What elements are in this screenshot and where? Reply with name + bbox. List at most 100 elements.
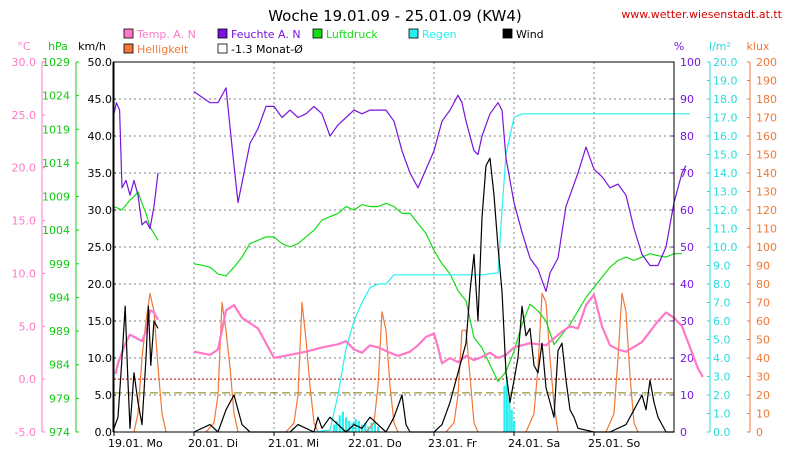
tick-label: 1029	[42, 56, 70, 69]
legend-swatch	[217, 43, 228, 54]
tick-label: 17.0	[713, 112, 738, 125]
x-tick-label: 23.01. Fr	[428, 437, 477, 450]
chart-title: Woche 19.01.09 - 25.01.09 (KW4)	[268, 7, 522, 25]
tick-label: 18.0	[713, 93, 738, 106]
tick-label: 9.0	[713, 260, 731, 273]
tick-label: 70	[756, 297, 770, 310]
rain-bar	[335, 420, 338, 432]
rain-bar	[508, 398, 511, 432]
tick-label: 13.0	[713, 186, 738, 199]
rain-bar	[364, 422, 367, 432]
tick-label: 180	[756, 93, 777, 106]
series-line	[193, 87, 687, 292]
tick-label: 3.0	[713, 371, 731, 384]
series-line	[285, 301, 319, 433]
tick-label: 20	[680, 352, 694, 365]
tick-label: 15.0	[713, 149, 738, 162]
axis-unit-label: %	[674, 40, 684, 53]
tick-label: 190	[756, 75, 777, 88]
tick-label: 160	[756, 130, 777, 143]
series-line	[113, 305, 159, 429]
tick-label: 200	[756, 56, 777, 69]
series-line	[113, 102, 159, 230]
legend-swatch	[502, 28, 513, 39]
legend-label: Regen	[422, 28, 457, 41]
rain-bar	[351, 422, 354, 432]
tick-label: 25.0	[12, 109, 37, 122]
tick-label: 40.0	[88, 130, 113, 143]
rain-bar	[513, 420, 516, 432]
tick-label: 12.0	[713, 204, 738, 217]
tick-label: 1024	[42, 90, 70, 103]
axis-unit-label: hPa	[48, 40, 68, 53]
tick-label: 30.0	[12, 56, 37, 69]
axis-unit-label: klux	[747, 40, 770, 53]
series-line	[605, 292, 639, 433]
rain-bar	[338, 415, 341, 432]
tick-label: 150	[756, 149, 777, 162]
rain-bar	[345, 417, 348, 432]
tick-label: 0	[756, 426, 763, 439]
x-tick-label: 25.01. So	[588, 437, 640, 450]
tick-label: 45.0	[88, 93, 113, 106]
series-line	[113, 191, 159, 241]
rain-bar	[348, 420, 351, 432]
tick-label: 15.0	[88, 315, 113, 328]
rain-bar	[370, 422, 373, 432]
tick-label: 50	[680, 241, 694, 254]
tick-label: 1.0	[713, 408, 731, 421]
tick-label: 10	[680, 389, 694, 402]
tick-label: 1004	[42, 224, 70, 237]
tick-label: 0	[680, 426, 687, 439]
tick-label: 1019	[42, 123, 70, 136]
tick-label: 90	[680, 93, 694, 106]
rain-bar	[333, 424, 336, 432]
tick-label: 0.0	[713, 426, 731, 439]
legend: Temp. A. N Feuchte A. N Luftdruck Regen Wind…	[123, 28, 544, 56]
tick-label: 40	[680, 278, 694, 291]
tick-label: 20	[756, 389, 770, 402]
tick-label: 15.0	[12, 215, 37, 228]
series-line	[313, 113, 690, 433]
axis-unit-label: °C	[17, 40, 31, 53]
series-line	[525, 292, 559, 433]
rain-bar	[341, 411, 344, 432]
axis-unit-label: km/h	[78, 40, 106, 53]
tick-label: 20.0	[713, 56, 738, 69]
tick-label: 100	[756, 241, 777, 254]
legend-label: -1.3 Monat-Ø	[231, 43, 303, 56]
rain-bar	[510, 409, 513, 432]
tick-label: 100	[680, 56, 701, 69]
x-tick-label: 19.01. Mo	[108, 437, 163, 450]
tick-label: 10	[756, 408, 770, 421]
tick-label: 20.0	[88, 278, 113, 291]
tick-label: 80	[680, 130, 694, 143]
series-line	[193, 293, 704, 378]
x-tick-label: 20.01. Di	[188, 437, 238, 450]
tick-label: 6.0	[713, 315, 731, 328]
axis-unit-label: l/m²	[709, 40, 731, 53]
tick-label: 140	[756, 167, 777, 180]
tick-label: 60	[756, 315, 770, 328]
legend-swatch	[408, 28, 419, 39]
tick-label: 10.0	[12, 267, 37, 280]
tick-label: 8.0	[713, 278, 731, 291]
tick-label: 979	[49, 392, 70, 405]
tick-label: 30	[680, 315, 694, 328]
tick-label: 2.0	[713, 389, 731, 402]
rain-bar	[503, 385, 506, 432]
tick-label: 60	[680, 204, 694, 217]
axis-titles: °C hPa km/h% l/m² klux	[17, 40, 770, 53]
tick-label: 0.0	[19, 373, 37, 386]
tick-label: 80	[756, 278, 770, 291]
reference-lines	[114, 378, 674, 394]
tick-label: 989	[49, 325, 70, 338]
tick-label: 50	[756, 334, 770, 347]
tick-label: 90	[756, 260, 770, 273]
tick-label: 5.0	[713, 334, 731, 347]
series-line	[445, 329, 479, 433]
x-tick-label: 24.01. Sa	[508, 437, 560, 450]
tick-label: 0.0	[95, 426, 113, 439]
tick-label: 130	[756, 186, 777, 199]
